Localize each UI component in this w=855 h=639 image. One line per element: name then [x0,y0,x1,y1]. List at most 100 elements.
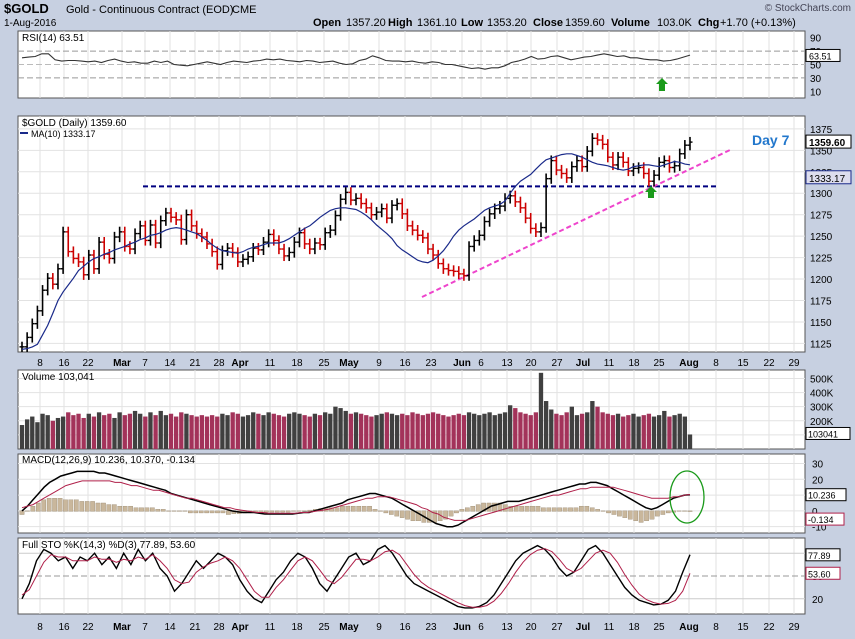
volume-bar [127,413,133,449]
volume-bar [281,416,287,449]
volume-bar [513,408,518,449]
macd-last-label: 10.236 [808,491,836,501]
volume-bar [554,413,559,449]
price-tick-label: 1350 [810,146,833,157]
volume-bar [66,412,71,449]
macd-histogram-bar [90,501,95,512]
sto-k-label: 77.89 [808,551,831,561]
macd-histogram-bar [378,510,383,512]
macd-legend-title: MACD(12,26,9) 10.236, 10.370, -0.134 [22,455,195,466]
volume-bar [86,413,91,449]
macd-histogram-bar [198,510,204,514]
volume-bar [204,416,210,449]
macd-histogram-bar [117,505,123,512]
change-value: +1.70 (+0.13%) [720,17,796,29]
volume-bar [317,415,323,449]
macd-histogram-bar [171,510,177,512]
x-tick-label: 28 [213,358,225,369]
macd-histogram-bar [63,499,68,512]
volume-label: Volume [611,17,650,29]
macd-histogram-bar [665,510,671,514]
volume-bar [523,413,528,449]
macd-histogram-bar [633,510,638,522]
volume-bar [662,410,667,449]
volume-bar [461,415,467,449]
high-value: 1361.10 [417,17,457,29]
macd-histogram-bar [41,499,47,512]
x-tick-label: 21 [189,622,201,633]
x-tick-label: 25 [318,622,330,633]
volume-bar [631,413,636,449]
x-tick-label: 22 [82,622,94,633]
volume-bar [533,412,539,449]
price-tick-label: 1150 [810,318,832,329]
volume-bar [507,405,513,449]
volume-bar [153,415,158,449]
x-tick-label: Mar [113,358,131,369]
price-tick-label: 1175 [810,297,832,308]
volume-bar [158,410,163,449]
x-tick-label: 11 [265,358,276,369]
x-tick-label: 16 [399,358,411,369]
volume-bar [271,413,276,449]
volume-bar [96,412,102,449]
macd-histogram-bar [128,505,133,512]
macd-histogram-bar [166,510,171,512]
macd-tick-label: -10 [812,523,827,534]
macd-histogram-bar [160,509,166,512]
macd-histogram-bar [35,502,41,512]
macd-histogram-bar [334,507,340,512]
macd-histogram-bar [475,504,481,512]
volume-bar [358,413,364,449]
volume-bar [430,412,436,449]
macd-histogram-bar [101,502,106,512]
volume-bar [240,416,246,449]
volume-legend-title: Volume 103,041 [22,372,95,383]
low-value: 1353.20 [487,17,527,29]
volume-bar [107,413,112,449]
last-price-label: 1359.60 [809,138,846,149]
volume-bar [220,413,225,449]
volume-bar [600,412,605,449]
volume-bar [677,413,682,449]
macd-histogram-bar [285,510,291,513]
volume-bar [168,413,174,449]
watermark: © StockCharts.com [765,3,851,14]
volume-bar [595,406,600,449]
x-tick-label: 27 [551,358,563,369]
volume-bar [266,412,271,449]
x-tick-label: 29 [788,358,800,369]
volume-bar [369,416,374,449]
macd-histogram-bar [79,501,85,512]
volume-bar [641,415,646,449]
volume-bar [215,416,220,449]
sto-k-box [805,548,841,562]
x-tick-label: 23 [425,358,437,369]
last-ma-box [805,170,852,185]
volume-bar [261,415,266,449]
macd-histogram-bar [269,510,275,513]
macd-histogram-bar [122,505,128,512]
volume-bar [60,416,66,449]
volume-bar [343,410,348,449]
close-label: Close [533,17,563,29]
x-tick-label: 28 [213,622,225,633]
x-tick-label: 23 [425,622,437,633]
volume-tick-label: 400K [810,389,834,400]
volume-bar [132,410,138,449]
volume-bar [574,415,580,449]
volume-bar [497,413,503,449]
macd-line [21,470,691,528]
macd-histogram-bar [589,507,595,512]
macd-histogram-bar [443,510,448,520]
volume-bar [472,413,477,449]
macd-histogram-bar [280,510,285,513]
symbol-label[interactable]: $GOLD [4,1,49,16]
x-tick-label: 25 [653,622,665,633]
macd-histogram-bar [660,510,666,515]
volume-bar [276,415,282,449]
volume-bar [441,415,446,449]
x-tick-label: 16 [399,622,411,633]
macd-histogram-bar [52,498,57,512]
macd-histogram-bar [150,507,155,512]
